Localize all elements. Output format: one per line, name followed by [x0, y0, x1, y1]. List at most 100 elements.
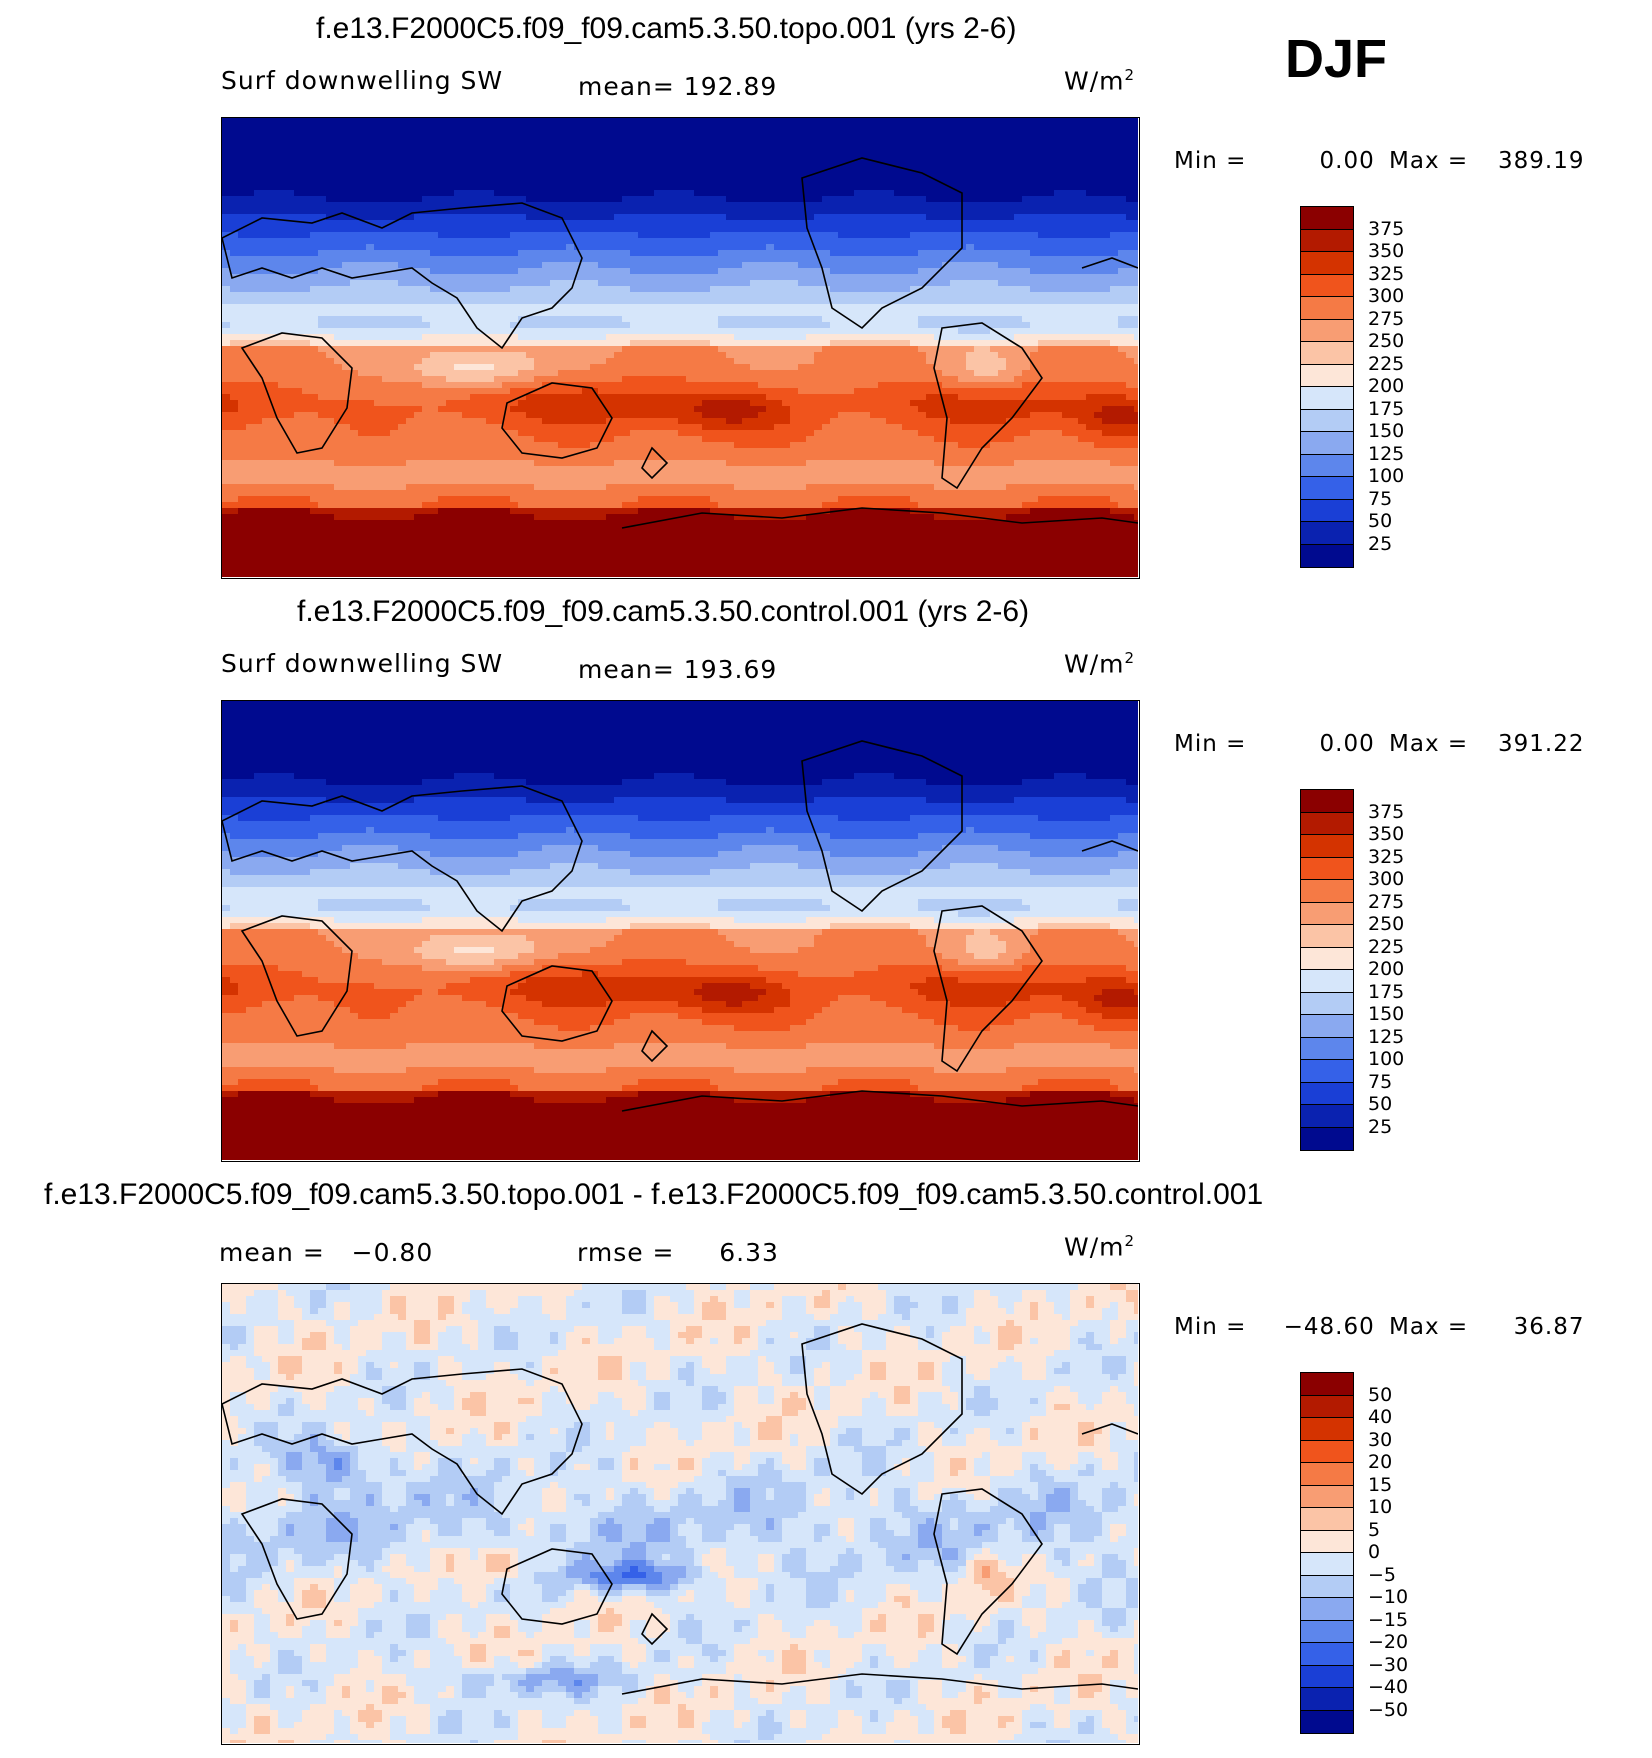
colorbar-tick-label: −20 [1368, 1631, 1408, 1653]
map-plot [221, 117, 1140, 579]
colorbar-tick-label: 325 [1368, 263, 1404, 285]
coastline [222, 202, 583, 350]
max-value: 36.87 [1476, 1314, 1584, 1340]
colorbar-swatch [1301, 544, 1353, 567]
colorbar-swatch [1301, 409, 1353, 432]
colorbar-swatch [1301, 1688, 1353, 1711]
coastline [240, 915, 353, 1037]
coastline [641, 1029, 669, 1063]
coastline [801, 157, 963, 330]
colorbar-swatch [1301, 1373, 1353, 1396]
colorbar-swatch [1301, 364, 1353, 387]
colorbar-tick-label: 10 [1368, 1496, 1392, 1518]
colorbar-tick-label: −10 [1368, 1586, 1408, 1608]
colorbar-tick-label: 150 [1368, 1003, 1404, 1025]
min-max-readout: Min = 0.00 Max = 391.22 [1174, 731, 1584, 757]
coastline [801, 1323, 963, 1496]
colorbar-tick-label: 250 [1368, 913, 1404, 935]
colorbar-swatch [1301, 880, 1353, 903]
colorbar-tick-label: 30 [1368, 1429, 1392, 1451]
mean-label: mean = −0.80 [219, 1238, 433, 1267]
colorbar-tick-label: 350 [1368, 823, 1404, 845]
colorbar-tick-label: 175 [1368, 398, 1404, 420]
colorbar-tick-label: 125 [1368, 443, 1404, 465]
colorbar-tick-label: 375 [1368, 218, 1404, 240]
colorbar-swatch [1301, 387, 1353, 410]
panel-title: f.e13.F2000C5.f09_f09.cam5.3.50.topo.001… [316, 12, 1016, 46]
colorbar-tick-label: 350 [1368, 240, 1404, 262]
colorbar-tick-label: −50 [1368, 1699, 1408, 1721]
units-base: W/m [1064, 66, 1125, 95]
colorbar-swatch [1301, 1710, 1353, 1733]
coastline [501, 382, 613, 459]
colorbar [1300, 206, 1354, 568]
rmse-label: rmse = 6.33 [577, 1238, 779, 1267]
colorbar-swatch [1301, 1060, 1353, 1083]
min-max-readout: Min = 0.00 Max = 389.19 [1174, 148, 1584, 174]
colorbar-tick-label: 75 [1368, 1071, 1392, 1093]
colorbar-swatch [1301, 1620, 1353, 1643]
colorbar-swatch [1301, 207, 1353, 230]
colorbar-tick-label: 275 [1368, 308, 1404, 330]
colorbar-swatch [1301, 1440, 1353, 1463]
coastline [933, 1488, 1043, 1656]
coastline [222, 785, 583, 933]
colorbar-swatch [1301, 1105, 1353, 1128]
mean-label: mean= 193.69 [578, 655, 777, 684]
min-value: −48.60 [1255, 1314, 1375, 1340]
min-value: 0.00 [1255, 731, 1375, 757]
colorbar-tick-label: 225 [1368, 353, 1404, 375]
colorbar-swatch [1301, 1015, 1353, 1038]
colorbar-tick-label: 150 [1368, 420, 1404, 442]
colorbar-swatch [1301, 1037, 1353, 1060]
coastline [621, 1673, 1138, 1695]
colorbar [1300, 789, 1354, 1151]
colorbar-swatch [1301, 432, 1353, 455]
colorbar-swatch [1301, 902, 1353, 925]
colorbar-tick-label: 375 [1368, 801, 1404, 823]
min-label: Min = [1174, 731, 1246, 757]
variable-label: Surf downwelling SW [221, 66, 503, 95]
colorbar-tick-label: 50 [1368, 1093, 1392, 1115]
colorbar-tick-label: −15 [1368, 1609, 1408, 1631]
max-label: Max = [1389, 1314, 1468, 1340]
map-field [222, 118, 1138, 577]
colorbar-swatch [1301, 1553, 1353, 1576]
colorbar-swatch [1301, 319, 1353, 342]
units-exponent: 2 [1125, 1232, 1136, 1250]
colorbar-swatch [1301, 1463, 1353, 1486]
max-label: Max = [1389, 731, 1468, 757]
colorbar-tick-label: 300 [1368, 868, 1404, 890]
colorbar-tick-label: 200 [1368, 375, 1404, 397]
colorbar-tick-label: 0 [1368, 1541, 1380, 1563]
colorbar-swatch [1301, 1485, 1353, 1508]
colorbar-swatch [1301, 1530, 1353, 1553]
map-field [222, 701, 1138, 1160]
coastline [240, 1498, 353, 1620]
colorbar-swatch [1301, 970, 1353, 993]
colorbar-tick-label: 175 [1368, 981, 1404, 1003]
colorbar-swatch [1301, 454, 1353, 477]
colorbar-swatch [1301, 522, 1353, 545]
colorbar-swatch [1301, 297, 1353, 320]
map-plot [221, 700, 1140, 1162]
units-label: W/m2 [1064, 66, 1135, 95]
units-label: W/m2 [1064, 649, 1135, 678]
colorbar-tick-label: 100 [1368, 465, 1404, 487]
units-exponent: 2 [1125, 66, 1136, 84]
colorbar-swatch [1301, 274, 1353, 297]
units-exponent: 2 [1125, 649, 1136, 667]
colorbar-swatch [1301, 835, 1353, 858]
colorbar-tick-label: −30 [1368, 1654, 1408, 1676]
panel-title: f.e13.F2000C5.f09_f09.cam5.3.50.control.… [297, 595, 1029, 629]
max-label: Max = [1389, 148, 1468, 174]
colorbar-swatch [1301, 1395, 1353, 1418]
coastline [501, 1548, 613, 1625]
colorbar-swatch [1301, 342, 1353, 365]
min-label: Min = [1174, 148, 1246, 174]
colorbar-tick-label: 125 [1368, 1026, 1404, 1048]
max-value: 389.19 [1476, 148, 1584, 174]
colorbar-swatch [1301, 790, 1353, 813]
coastline [641, 1612, 669, 1646]
max-value: 391.22 [1476, 731, 1584, 757]
